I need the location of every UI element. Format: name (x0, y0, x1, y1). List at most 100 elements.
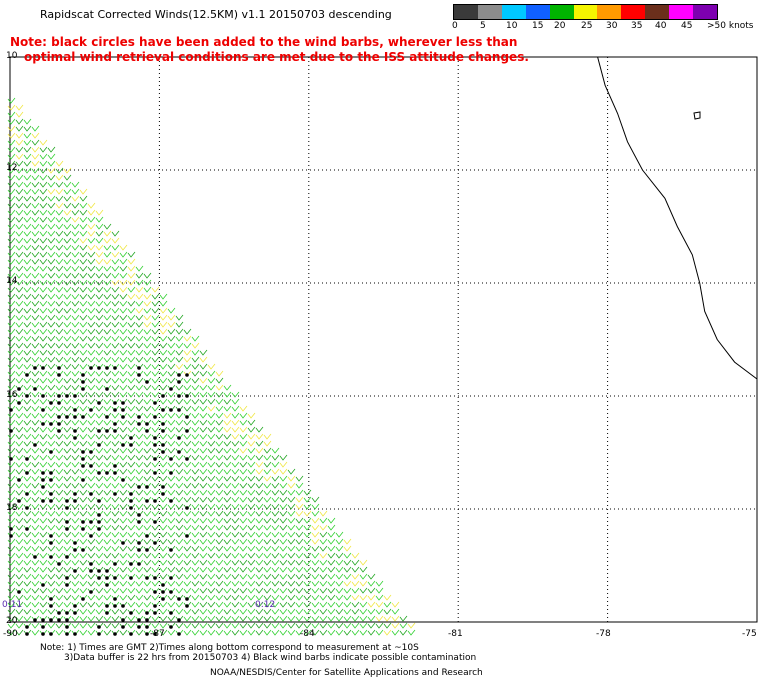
wind-barb (63, 293, 72, 300)
contamination-dot (25, 625, 29, 629)
wind-barb (87, 209, 96, 216)
wind-barb (127, 482, 136, 489)
wind-barb (207, 384, 216, 391)
wind-barb (239, 552, 248, 559)
wind-barb (223, 566, 232, 573)
wind-barb (23, 496, 32, 503)
wind-barb (95, 370, 104, 377)
wind-barb (175, 489, 184, 496)
wind-barb (239, 601, 248, 608)
contamination-dot (81, 527, 85, 531)
wind-barb (47, 503, 56, 510)
wind-barb (95, 482, 104, 489)
wind-barb (135, 566, 144, 573)
contamination-dot (17, 401, 21, 405)
wind-barb (39, 202, 48, 209)
wind-barb (7, 286, 16, 293)
wind-barb (7, 503, 16, 510)
contamination-dot (129, 506, 133, 510)
wind-barb (295, 559, 304, 566)
wind-barb (135, 335, 144, 342)
wind-barb (95, 237, 104, 244)
contamination-dot (113, 401, 117, 405)
wind-barb (199, 461, 208, 468)
wind-barb (39, 503, 48, 510)
wind-barb (263, 552, 272, 559)
wind-barb (143, 279, 152, 286)
wind-barb (39, 272, 48, 279)
wind-barb (111, 314, 120, 321)
wind-barb (231, 559, 240, 566)
wind-barb (247, 622, 256, 629)
contamination-dot (185, 597, 189, 601)
contamination-dot (9, 408, 13, 412)
wind-barb (31, 398, 40, 405)
wind-barb (23, 405, 32, 412)
wind-barb (87, 538, 96, 545)
wind-barb (175, 587, 184, 594)
wind-barb (191, 622, 200, 629)
contamination-dot (153, 443, 157, 447)
wind-barb (319, 594, 328, 601)
wind-barb (63, 328, 72, 335)
contamination-dot (145, 625, 149, 629)
contamination-dot (73, 492, 77, 496)
wind-barb (127, 398, 136, 405)
wind-barb (311, 531, 320, 538)
wind-barb (55, 251, 64, 258)
wind-barb (111, 580, 120, 587)
contamination-dot (113, 562, 117, 566)
wind-barb (327, 538, 336, 545)
wind-barb (255, 510, 264, 517)
wind-barb (159, 321, 168, 328)
wind-barb (175, 426, 184, 433)
wind-barb (63, 489, 72, 496)
wind-barb (31, 167, 40, 174)
contamination-dot (185, 394, 189, 398)
wind-barb (39, 489, 48, 496)
wind-barb (15, 566, 24, 573)
wind-barb (23, 587, 32, 594)
wind-barb (47, 349, 56, 356)
wind-barb (7, 601, 16, 608)
contamination-dot (177, 632, 181, 636)
wind-barb (15, 181, 24, 188)
wind-barb (199, 566, 208, 573)
wind-barb (87, 622, 96, 629)
wind-barb (63, 356, 72, 363)
wind-barb (223, 524, 232, 531)
wind-barb (151, 321, 160, 328)
contamination-dot (17, 499, 21, 503)
wind-barb (167, 552, 176, 559)
wind-barb (199, 370, 208, 377)
contamination-dot (49, 618, 53, 622)
wind-barb (15, 321, 24, 328)
wind-barb (47, 300, 56, 307)
wind-barb (231, 496, 240, 503)
contamination-dot (81, 380, 85, 384)
wind-barb (47, 195, 56, 202)
wind-barb (207, 412, 216, 419)
wind-barb (159, 608, 168, 615)
wind-barb (151, 503, 160, 510)
wind-barb (15, 209, 24, 216)
wind-barb (271, 559, 280, 566)
contamination-dot (121, 443, 125, 447)
wind-barb (39, 370, 48, 377)
wind-barb (39, 461, 48, 468)
wind-barb (15, 538, 24, 545)
wind-barb (71, 209, 80, 216)
wind-barb (7, 300, 16, 307)
wind-barb (399, 622, 408, 629)
wind-barb (311, 580, 320, 587)
wind-barb (199, 482, 208, 489)
wind-barb (7, 209, 16, 216)
wind-barb (191, 433, 200, 440)
wind-barb (23, 517, 32, 524)
wind-barb (15, 552, 24, 559)
wind-barb (47, 384, 56, 391)
wind-barb (279, 573, 288, 580)
wind-barb (159, 342, 168, 349)
wind-barb (255, 426, 264, 433)
